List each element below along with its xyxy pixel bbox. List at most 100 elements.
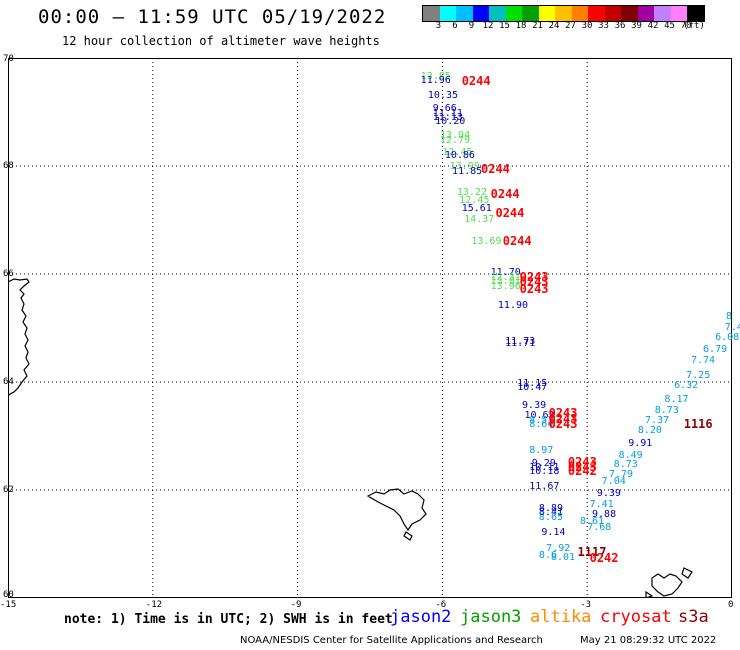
- legend-entry-jason3: jason3: [460, 607, 522, 627]
- wave-height-label: 12.45: [459, 195, 490, 207]
- wave-height-label: 13.96: [490, 280, 521, 292]
- pass-time-label: 0244: [495, 205, 525, 220]
- legend-entry-jason2: jason2: [390, 607, 452, 627]
- wave-height-label: 8.97: [529, 445, 554, 457]
- generated-timestamp: May 21 08:29:32 UTC 2022: [580, 635, 717, 646]
- colorbar-swatch: [604, 6, 621, 21]
- wave-height-label: 13.99: [449, 161, 480, 173]
- colorbar-swatch: [670, 6, 687, 21]
- colorbar-swatch: [571, 6, 588, 21]
- wave-height-label: 9.29: [531, 458, 556, 470]
- colorbar-swatch: [505, 6, 522, 21]
- wave-height-label: 7.4: [724, 322, 740, 333]
- wave-height-label: 13.69: [471, 235, 502, 247]
- wave-height-label: 8.20: [637, 424, 662, 436]
- colorbar-label: 6: [452, 21, 458, 31]
- colorbar-label: 12: [482, 21, 494, 31]
- colorbar-label: 24: [548, 21, 560, 31]
- pass-time-label: 0244: [461, 74, 491, 89]
- gridlines: [8, 58, 732, 598]
- wave-height-label: 7.92: [546, 543, 571, 555]
- wave-height-label: 11.85: [452, 166, 483, 178]
- colorbar-label: 18: [515, 21, 527, 31]
- wave-height-label: 11.73: [505, 335, 536, 347]
- latitude-tick-label: 62: [3, 485, 14, 495]
- wave-height-label: 8.64: [529, 419, 554, 431]
- wave-height-label: 11.11: [432, 107, 463, 119]
- colorbar-label: 30: [581, 21, 593, 31]
- map-plot-area: 13.85 11.96 10.35 9.66 11.11 11.13 10.20 13.94 1…: [8, 58, 740, 598]
- wave-height-label: 10.18: [529, 465, 560, 477]
- wave-height-label: 11.70: [490, 266, 521, 278]
- coastline-faroe-islands: [366, 488, 427, 541]
- colorbar-label: 70: [680, 21, 692, 31]
- wave-height-label: 8.89: [538, 502, 564, 514]
- colorbar-swatch: [522, 6, 539, 21]
- colorbar-label: 42: [647, 21, 659, 31]
- pass-time-label: 0243: [519, 275, 549, 290]
- wave-height-label: 7.04: [601, 475, 626, 487]
- wave-height-label: 8.65: [538, 512, 564, 524]
- pass-time-label: 0243: [548, 417, 578, 432]
- legend-entry-s3a: s3a: [678, 607, 709, 627]
- colorbar-label: 33: [598, 21, 609, 31]
- pass-time-label: 0243: [519, 281, 549, 296]
- pass-time-label: 0243: [519, 269, 549, 284]
- legend-entry-cryosat: cryosat: [600, 607, 672, 627]
- colorbar-swatch: [456, 6, 473, 21]
- colorbar-label: 45: [664, 21, 675, 31]
- wave-height-label: 9.66: [432, 103, 457, 115]
- latitude-tick-label: 64: [3, 377, 14, 387]
- latitude-tick-label: 68: [3, 161, 14, 171]
- colorbar-swatch: [687, 6, 704, 21]
- longitude-tick-label: -6: [435, 600, 447, 610]
- wave-height-label: 10.86: [444, 150, 475, 162]
- legend-entry-altika: altika: [530, 607, 592, 627]
- wave-height-label: 13.94: [439, 130, 471, 142]
- colorbar-label: 3: [435, 21, 442, 31]
- wave-height-label: 8.17: [664, 394, 689, 406]
- pass-time-label: 0243: [548, 411, 578, 426]
- coastline-iceland-east: [8, 278, 30, 397]
- longitude-tick-label: -3: [580, 600, 592, 610]
- colorbar-swatch: [538, 6, 555, 21]
- wave-height-label: 9.39: [596, 487, 621, 499]
- map-canvas: [8, 58, 732, 598]
- wave-height-label: 11.15: [517, 377, 548, 389]
- colorbar-swatch: [654, 6, 671, 21]
- colorbar-label: 15: [499, 21, 510, 31]
- coastline-shetland: [645, 567, 693, 598]
- wave-height-label: 10.63: [524, 410, 555, 422]
- wave-height-label: 12.45: [442, 146, 473, 158]
- wave-height-label: 8.61: [579, 516, 605, 528]
- wave-height-label: 12.31: [490, 271, 521, 283]
- pass-time-label: 0242: [589, 550, 619, 565]
- wave-height-label: 9.88: [592, 509, 617, 521]
- footnote: note: 1) Time is in UTC; 2) SWH is in fe…: [64, 612, 393, 627]
- map-subtitle: 12 hour collection of altimeter wave hei…: [62, 34, 380, 48]
- wave-height-label: 7.37: [645, 415, 670, 427]
- map-frame: [8, 58, 732, 598]
- colorbar-swatch: [489, 6, 506, 21]
- pass-time-label: 0243: [548, 406, 578, 421]
- colorbar-swatch: [588, 6, 605, 21]
- longitude-tick-label: -12: [145, 600, 163, 610]
- colorbar-swatch: [555, 6, 572, 21]
- colorbar-swatch: [621, 6, 638, 21]
- coastlines: [8, 278, 693, 598]
- wave-height-label: 13.22: [456, 187, 487, 198]
- longitude-tick-label: -15: [0, 600, 17, 610]
- latitude-tick-label: 70: [3, 54, 14, 64]
- wave-height-label: 6.32: [674, 380, 699, 392]
- wave-height-label: 11.67: [529, 481, 560, 493]
- colorbar-swatch: [423, 6, 440, 21]
- wave-height-label: 7.74: [690, 355, 716, 367]
- wave-height-label: 12.79: [439, 134, 471, 146]
- pass-time-label: 0244: [490, 187, 520, 202]
- wave-height-label: 7.41: [589, 498, 614, 510]
- longitude-tick-label: -9: [290, 600, 302, 610]
- wave-height-label: 15.61: [461, 203, 492, 215]
- colorbar-swatch: [439, 6, 456, 21]
- wave-height-label: 13.85: [420, 70, 451, 82]
- colorbar-label: 39: [631, 21, 642, 31]
